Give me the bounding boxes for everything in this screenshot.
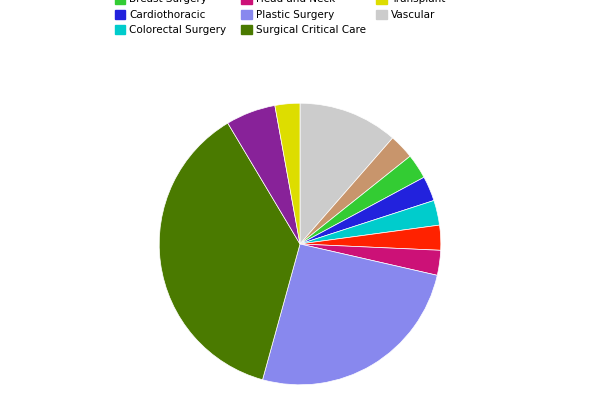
Wedge shape	[300, 103, 392, 244]
Wedge shape	[300, 244, 440, 275]
Wedge shape	[300, 225, 441, 250]
Wedge shape	[159, 123, 300, 380]
Wedge shape	[275, 103, 300, 244]
Wedge shape	[300, 200, 440, 244]
Wedge shape	[228, 106, 300, 244]
Legend: Acute Care Surgery, Breast Surgery, Cardiothoracic, Colorectal Surgery, Hand Sur: Acute Care Surgery, Breast Surgery, Card…	[110, 0, 490, 40]
Wedge shape	[300, 156, 424, 244]
Wedge shape	[263, 244, 437, 385]
Wedge shape	[300, 138, 410, 244]
Wedge shape	[300, 177, 434, 244]
